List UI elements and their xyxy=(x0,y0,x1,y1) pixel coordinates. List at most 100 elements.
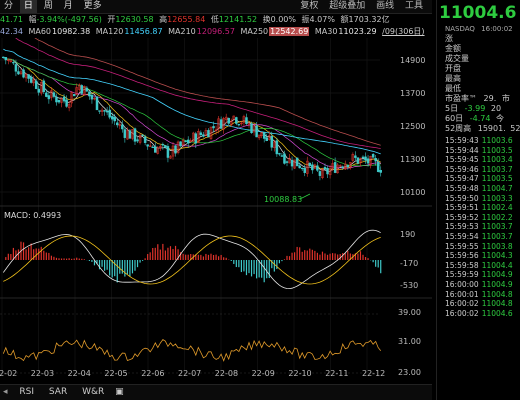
tick-row: 15:59:43 11003.6 xyxy=(437,136,520,146)
tick-list[interactable]: 15:59:43 11003.6 15:59:44 11003.5 15:59:45 11… xyxy=(437,136,520,318)
candle-body xyxy=(326,168,329,175)
candle-body xyxy=(123,129,127,138)
tick-row: 15:59:48 11004.7 xyxy=(437,184,520,194)
tick-price: 11003.7 xyxy=(481,231,513,241)
ma120-value: 11456.87 xyxy=(124,27,163,36)
tab-sar[interactable]: SAR xyxy=(48,387,68,397)
candle-body xyxy=(300,167,304,170)
candle-body xyxy=(42,80,46,93)
f9-button[interactable]: F9 xyxy=(430,0,432,13)
tick-price: 11003.5 xyxy=(481,145,513,155)
candle-body xyxy=(57,99,61,103)
week52-extra: 52 xyxy=(510,124,520,133)
exchange-info: NASDAQ 16:00:02 xyxy=(437,24,520,34)
quote-time: 16:00:02 xyxy=(481,25,513,33)
change-label: 幅 xyxy=(28,15,37,24)
tab-week[interactable]: 周 xyxy=(43,1,53,11)
ma250-value: 12542.69 xyxy=(269,27,310,36)
candle-body xyxy=(34,80,38,89)
prev-arrow-icon[interactable]: ◂ xyxy=(3,387,8,397)
tick-row: 15:59:46 11003.7 xyxy=(437,165,520,175)
draw-line-button[interactable]: 画线 xyxy=(376,1,395,11)
candle-body xyxy=(62,96,66,102)
candle-body xyxy=(308,162,312,167)
tick-time: 15:59:47 xyxy=(445,174,479,184)
tab-minute[interactable]: 分 xyxy=(4,1,14,11)
tab-rsi[interactable]: RSI xyxy=(19,387,35,397)
tick-row: 15:59:58 11004.4 xyxy=(437,261,520,271)
candle-body xyxy=(255,125,258,138)
chart-area[interactable]: 14900 13700 12500 11300 10100 10088.83 MACD:… xyxy=(0,21,432,378)
candle-body xyxy=(166,146,170,158)
rsi-axis-label: 31.00 xyxy=(398,337,421,346)
tab-month[interactable]: 月 xyxy=(63,1,73,11)
tick-time: 15:59:43 xyxy=(445,136,479,145)
amount-label: 额 xyxy=(340,15,349,24)
week52-value: 15901. xyxy=(477,124,506,133)
grid-lines xyxy=(0,38,432,376)
tick-price: 11004.8 xyxy=(481,289,513,299)
price-axis: 14900 13700 12500 11300 10100 xyxy=(400,56,425,197)
candle-body xyxy=(108,109,111,118)
tab-day[interactable]: 日 xyxy=(19,0,37,13)
five-day-value: -3.99 xyxy=(464,104,486,113)
candle-body xyxy=(75,87,78,95)
candle-body xyxy=(364,156,367,161)
candle-body xyxy=(72,94,76,97)
tick-price: 11002.4 xyxy=(481,203,513,213)
ma-line xyxy=(3,32,381,149)
tick-time: 15:59:52 xyxy=(445,212,479,222)
tab-wr[interactable]: W&R xyxy=(82,387,105,397)
ma-line xyxy=(3,57,381,171)
candle-body xyxy=(283,153,286,164)
candle-body xyxy=(7,59,10,61)
tick-time: 15:59:48 xyxy=(445,183,479,193)
overlay-button[interactable]: 超级叠加 xyxy=(329,1,366,11)
candle-body xyxy=(60,98,63,103)
tick-row: 15:59:51 11002.4 xyxy=(437,203,520,213)
amplitude-value: 4.07% xyxy=(309,15,335,24)
candle-body xyxy=(88,91,91,97)
candle-body xyxy=(338,165,342,167)
tick-row: 15:59:44 11003.5 xyxy=(437,146,520,156)
tools-button[interactable]: 工具 xyxy=(405,1,424,11)
adjust-button[interactable]: 复权 xyxy=(300,1,319,11)
candle-body xyxy=(161,144,165,146)
x-axis-label: 22-03 xyxy=(31,369,54,378)
tick-time: 15:59:50 xyxy=(445,193,479,203)
candle-body xyxy=(9,60,13,62)
candle-body xyxy=(361,156,365,159)
x-axis: 22-02 22-03 22-04 22-05 22-06 22-07 22-08 22-09… xyxy=(0,369,385,378)
candle-body xyxy=(192,132,195,142)
tick-row: 15:59:59 11004.9 xyxy=(437,270,520,280)
tick-time: 15:59:45 xyxy=(445,155,479,165)
candle-body xyxy=(12,62,15,64)
candlestick-chart[interactable]: 14900 13700 12500 11300 10100 10088.83 MACD:… xyxy=(0,21,432,378)
tick-price: 11002.2 xyxy=(481,212,513,222)
candle-body xyxy=(242,116,246,123)
pe-label2: 市 xyxy=(501,94,510,103)
tick-row: 16:00:00 11004.9 xyxy=(437,280,520,290)
candle-body xyxy=(209,126,213,139)
ma-first: 42.34 xyxy=(0,27,23,36)
ma120-label: MA120 xyxy=(95,27,124,36)
candle-body xyxy=(113,116,116,122)
tick-time: 15:59:59 xyxy=(445,270,479,280)
date-label[interactable]: /09(306日) xyxy=(382,27,425,36)
stat-52week: 52周高 15901. 52 xyxy=(437,124,520,134)
tick-price: 11004.8 xyxy=(481,299,513,309)
candle-body xyxy=(181,140,185,146)
stat-label: 成交量 xyxy=(445,54,469,63)
candle-body xyxy=(98,110,101,112)
tick-price: 11003.3 xyxy=(481,193,513,203)
candle-body xyxy=(285,161,289,163)
candle-body xyxy=(306,160,309,174)
tab-more[interactable]: 更多 xyxy=(83,1,102,11)
x-axis-label: 22-05 xyxy=(104,369,127,378)
candle-body xyxy=(22,69,25,78)
rsi-curve xyxy=(2,338,382,362)
macd-axis-label: -530 xyxy=(400,281,418,290)
indicator-settings-icon[interactable]: ▣ xyxy=(115,387,124,397)
candle-body xyxy=(240,122,243,125)
candle-body xyxy=(118,124,122,126)
